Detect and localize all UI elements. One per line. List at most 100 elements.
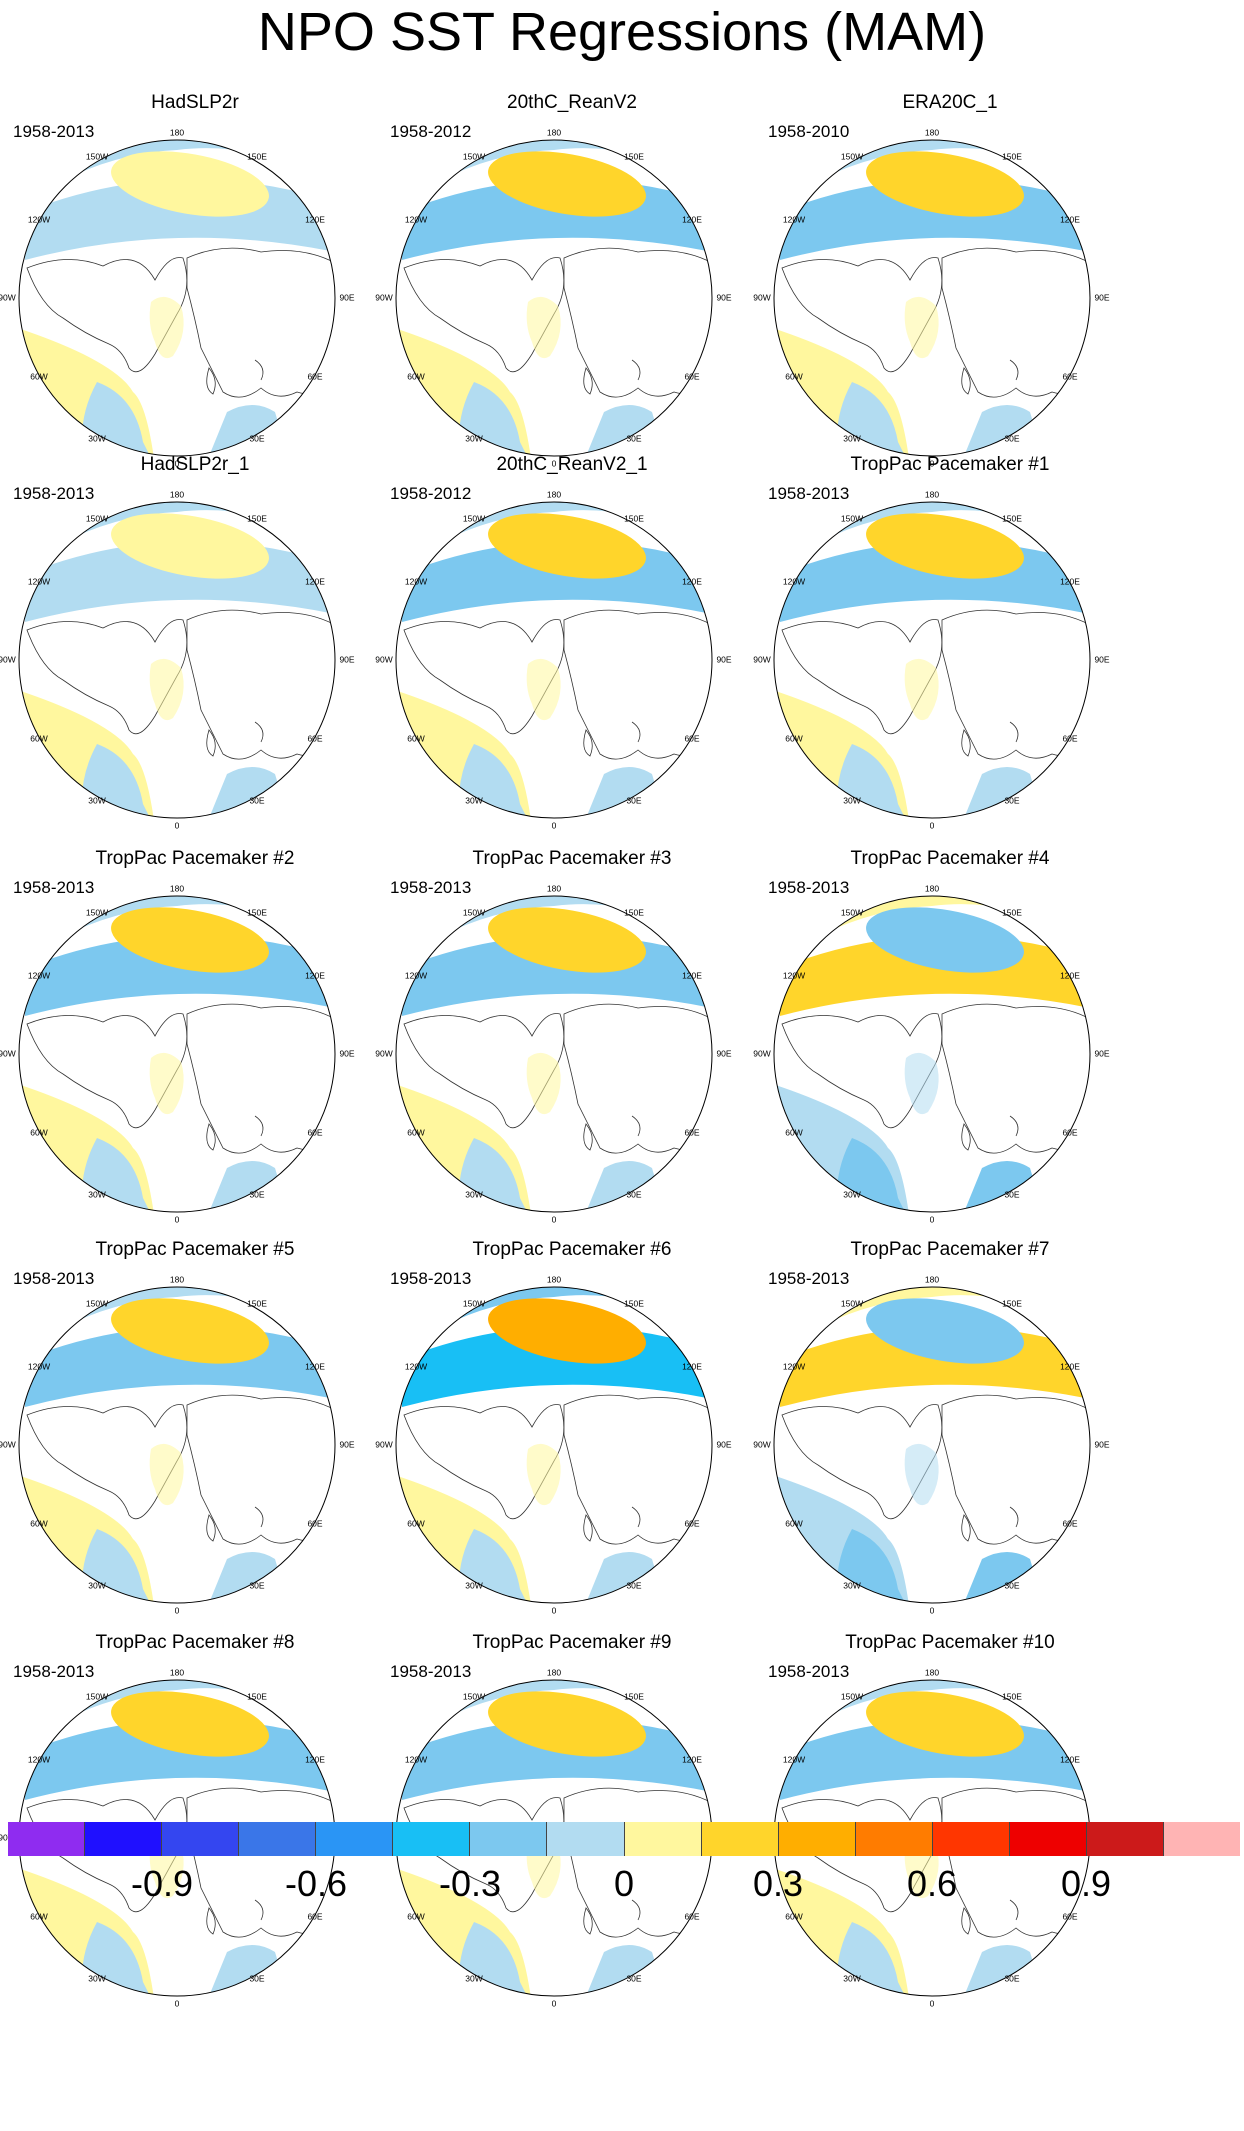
map-border bbox=[18, 895, 336, 1213]
longitude-label: 90W bbox=[0, 1048, 16, 1058]
map-border bbox=[773, 139, 1091, 457]
longitude-label: 0 bbox=[175, 820, 180, 830]
colorbar-swatch bbox=[932, 1822, 1010, 1856]
longitude-label: 30W bbox=[88, 1580, 105, 1590]
longitude-label: 90W bbox=[0, 654, 16, 664]
scandinavia-outline bbox=[583, 1123, 593, 1151]
longitude-label: 30W bbox=[843, 1189, 860, 1199]
scandinavia-outline bbox=[961, 367, 971, 395]
coast-outline bbox=[631, 1506, 641, 1528]
longitude-label: 120W bbox=[783, 576, 805, 586]
map-panel: 180 150W 150E 120W 120E 90W 90E 60W 60E 30W 30E 0 Tr… bbox=[753, 848, 1140, 1224]
panel-period: 1958-2012 bbox=[390, 484, 472, 503]
coast-outline bbox=[254, 721, 264, 743]
longitude-label: 90E bbox=[1094, 292, 1109, 302]
eurasia-landmass bbox=[186, 609, 335, 760]
longitude-label: 30W bbox=[88, 433, 105, 443]
longitude-label: 60W bbox=[407, 1911, 424, 1921]
scandinavia-outline bbox=[206, 1907, 216, 1935]
longitude-label: 180 bbox=[547, 489, 561, 499]
longitude-label: 90E bbox=[1094, 1048, 1109, 1058]
colorbar-swatch bbox=[470, 1822, 548, 1856]
colorbar-tick-label: 0.3 bbox=[752, 1863, 804, 1904]
longitude-label: 150W bbox=[463, 907, 485, 917]
north-pacific-anomaly bbox=[866, 151, 1024, 217]
longitude-label: 150W bbox=[463, 1298, 485, 1308]
coast-outline bbox=[254, 1506, 264, 1528]
longitude-label: 150W bbox=[841, 151, 863, 161]
longitude-label: 150W bbox=[841, 513, 863, 523]
longitude-label: 150W bbox=[86, 1691, 108, 1701]
map-border bbox=[773, 895, 1091, 1213]
longitude-label: 90E bbox=[716, 292, 731, 302]
scandinavia-outline bbox=[961, 1907, 971, 1935]
longitude-label: 150W bbox=[841, 907, 863, 917]
pacific-outer-anomaly bbox=[780, 1287, 1090, 1351]
scandinavia-outline bbox=[961, 1514, 971, 1542]
longitude-label: 60W bbox=[30, 1911, 47, 1921]
longitude-label: 90E bbox=[716, 1048, 731, 1058]
longitude-label: 0 bbox=[552, 820, 557, 830]
panel-period: 1958-2013 bbox=[768, 1269, 850, 1288]
longitude-label: 0 bbox=[552, 1998, 557, 2008]
longitude-label: 150W bbox=[463, 151, 485, 161]
longitude-label: 30E bbox=[1004, 1973, 1019, 1983]
longitude-label: 30W bbox=[843, 795, 860, 805]
longitude-label: 60E bbox=[1062, 733, 1077, 743]
longitude-label: 150E bbox=[624, 907, 644, 917]
longitude-label: 90W bbox=[753, 1439, 770, 1449]
longitude-label: 90W bbox=[375, 1048, 392, 1058]
map-border bbox=[395, 139, 713, 457]
longitude-label: 150W bbox=[463, 513, 485, 523]
longitude-label: 0 bbox=[175, 1605, 180, 1615]
north-pacific-anomaly bbox=[488, 151, 646, 217]
longitude-label: 180 bbox=[925, 1667, 939, 1677]
longitude-label: 0 bbox=[930, 820, 935, 830]
longitude-label: 150W bbox=[86, 513, 108, 523]
map-border bbox=[18, 1286, 336, 1604]
pacific-outer-anomaly bbox=[780, 1680, 1090, 1744]
panel-title: TropPac Pacemaker #1 bbox=[850, 454, 1050, 475]
longitude-label: 60E bbox=[307, 1127, 322, 1137]
longitude-label: 120W bbox=[783, 1361, 805, 1371]
longitude-label: 30W bbox=[465, 1189, 482, 1199]
longitude-label: 120E bbox=[682, 214, 702, 224]
panel-period: 1958-2013 bbox=[390, 878, 472, 897]
longitude-label: 180 bbox=[925, 883, 939, 893]
north-pacific-anomaly bbox=[866, 513, 1024, 579]
longitude-label: 150W bbox=[86, 1298, 108, 1308]
panel-title: TropPac Pacemaker #6 bbox=[472, 1239, 672, 1260]
longitude-label: 180 bbox=[547, 127, 561, 137]
longitude-label: 180 bbox=[925, 1274, 939, 1284]
longitude-label: 0 bbox=[552, 458, 557, 468]
longitude-label: 30W bbox=[843, 433, 860, 443]
pacific-outer-anomaly bbox=[780, 502, 1090, 566]
longitude-label: 30E bbox=[626, 1189, 641, 1199]
pacific-outer-anomaly bbox=[25, 1287, 335, 1351]
panel-title: 20thC_ReanV2_1 bbox=[496, 454, 648, 475]
longitude-label: 30W bbox=[465, 1973, 482, 1983]
arctic-anomaly bbox=[904, 1443, 939, 1506]
panel-title: TropPac Pacemaker #9 bbox=[472, 1632, 672, 1653]
longitude-label: 60W bbox=[30, 1518, 47, 1528]
longitude-label: 150E bbox=[624, 151, 644, 161]
panel-title: ERA20C_1 bbox=[902, 92, 998, 113]
pacific-outer-anomaly bbox=[25, 896, 335, 960]
north-pacific-anomaly bbox=[111, 1691, 269, 1757]
longitude-label: 150E bbox=[1002, 513, 1022, 523]
north-pacific-anomaly bbox=[111, 907, 269, 973]
colorbar-tick-label: 0.6 bbox=[906, 1863, 958, 1904]
colorbar-swatch bbox=[85, 1822, 163, 1856]
longitude-label: 30W bbox=[465, 1580, 482, 1590]
colorbar-swatch bbox=[1163, 1822, 1240, 1856]
pacific-outer-anomaly bbox=[402, 140, 712, 204]
panel-title: TropPac Pacemaker #2 bbox=[95, 848, 295, 869]
arctic-anomaly bbox=[149, 658, 184, 721]
